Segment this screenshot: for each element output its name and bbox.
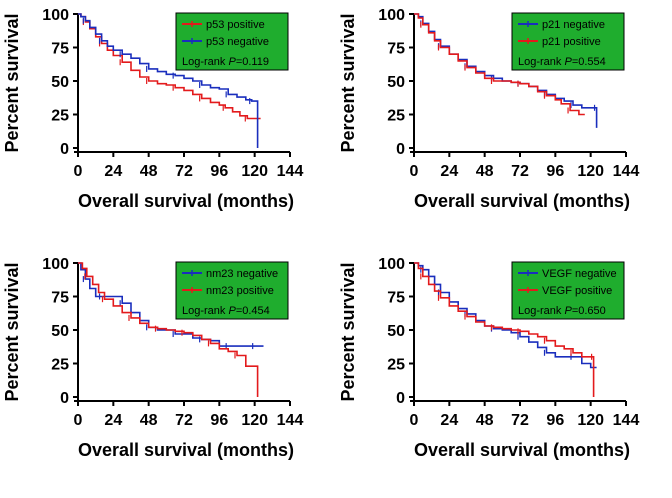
x-tick-label-144: 144 <box>613 163 640 180</box>
p-value: =0.119 <box>236 56 269 68</box>
y-tick-label-100: 100 <box>42 7 69 24</box>
x-tick-label-48: 48 <box>476 163 494 180</box>
logrank-prefix: Log-rank <box>518 305 564 317</box>
y-tick-label-50: 50 <box>387 74 405 91</box>
y-axis-label: Percent survival <box>338 13 358 152</box>
p-value: =0.554 <box>572 56 606 68</box>
km-chart-vegf: 0 25 50 75 100 0 24 48 72 96 120 144 Overall surviva… <box>338 256 640 460</box>
y-tick-label-0: 0 <box>60 390 69 407</box>
p-symbol: P <box>564 56 572 68</box>
logrank-prefix: Log-rank <box>182 305 228 317</box>
y-tick-label-100: 100 <box>378 256 405 273</box>
y-tick-label-75: 75 <box>51 41 69 58</box>
x-tick-label-0: 0 <box>74 412 83 429</box>
legend-label-vegf-positive: VEGF positive <box>542 285 612 297</box>
legend-label-p21-positive: p21 positive <box>542 36 601 48</box>
legend: p21 negative p21 positive Log-rank P=0.554 <box>511 12 625 71</box>
x-tick-label-72: 72 <box>511 163 529 180</box>
y-tick-label-50: 50 <box>387 323 405 340</box>
logrank-label: Log-rank P=0.119 <box>182 56 269 68</box>
logrank-label: Log-rank P=0.454 <box>182 305 270 317</box>
x-tick-label-96: 96 <box>546 412 564 429</box>
x-tick-label-72: 72 <box>511 412 529 429</box>
logrank-label: Log-rank P=0.650 <box>518 305 606 317</box>
legend-label-p21-negative: p21 negative <box>542 19 605 31</box>
x-tick-label-0: 0 <box>410 163 419 180</box>
legend-label-vegf-negative: VEGF negative <box>542 268 617 280</box>
km-chart-nm23: 0 25 50 75 100 0 24 48 72 96 120 144 Overall surviva… <box>2 256 304 460</box>
p-symbol: P <box>228 305 236 317</box>
x-tick-label-120: 120 <box>577 163 604 180</box>
x-axis-label: Overall survival (months) <box>414 191 630 211</box>
y-axis-label: Percent survival <box>338 262 358 401</box>
y-axis-label: Percent survival <box>2 13 22 152</box>
x-tick-label-48: 48 <box>140 163 158 180</box>
y-axis-label: Percent survival <box>2 262 22 401</box>
logrank-prefix: Log-rank <box>182 56 228 68</box>
y-tick-label-100: 100 <box>378 7 405 24</box>
km-curve-p53-negative <box>78 13 259 148</box>
km-curve-p21-positive <box>414 13 585 116</box>
km-curve-vegf-positive <box>414 262 595 397</box>
km-panel-vegf: 0 25 50 75 100 0 24 48 72 96 120 144 Overall surviva… <box>336 249 672 498</box>
x-tick-label-24: 24 <box>104 163 122 180</box>
x-tick-label-144: 144 <box>277 412 304 429</box>
y-tick-label-75: 75 <box>387 290 405 307</box>
p-symbol: P <box>564 305 572 317</box>
x-axis-label: Overall survival (months) <box>78 191 294 211</box>
x-tick-label-72: 72 <box>175 412 193 429</box>
p-value: =0.454 <box>236 305 270 317</box>
x-tick-label-144: 144 <box>613 412 640 429</box>
x-tick-label-24: 24 <box>104 412 122 429</box>
km-curve-nm23-positive <box>78 262 259 397</box>
km-chart-p21: 0 25 50 75 100 0 24 48 72 96 120 144 Overall surviva… <box>338 7 640 211</box>
y-tick-label-25: 25 <box>387 357 405 374</box>
x-tick-label-96: 96 <box>210 163 228 180</box>
x-tick-label-120: 120 <box>241 412 268 429</box>
legend-label-p53-negative: p53 negative <box>206 36 269 48</box>
legend: p53 positive p53 negative Log-rank P=0.119 <box>175 12 289 71</box>
y-tick-label-25: 25 <box>387 108 405 125</box>
y-tick-label-50: 50 <box>51 74 69 91</box>
y-tick-label-0: 0 <box>396 390 405 407</box>
x-tick-label-120: 120 <box>241 163 268 180</box>
legend: nm23 negative nm23 positive Log-rank P=0.4… <box>175 261 289 320</box>
x-axis-label: Overall survival (months) <box>414 440 630 460</box>
p-value: =0.650 <box>572 305 606 317</box>
y-tick-label-50: 50 <box>51 323 69 340</box>
y-tick-label-75: 75 <box>51 290 69 307</box>
km-curve-p53-positive <box>78 13 261 120</box>
x-tick-label-48: 48 <box>476 412 494 429</box>
x-tick-label-120: 120 <box>577 412 604 429</box>
p-symbol: P <box>228 56 236 68</box>
km-panel-nm23: 0 25 50 75 100 0 24 48 72 96 120 144 Overall surviva… <box>0 249 336 498</box>
x-tick-label-96: 96 <box>210 412 228 429</box>
x-tick-label-24: 24 <box>440 163 458 180</box>
legend-label-nm23-positive: nm23 positive <box>206 285 274 297</box>
x-tick-label-72: 72 <box>175 163 193 180</box>
km-panel-p53: 0 25 50 75 100 0 24 48 72 96 120 144 Overall surviva… <box>0 0 336 249</box>
x-tick-label-96: 96 <box>546 163 564 180</box>
x-tick-label-0: 0 <box>410 412 419 429</box>
y-tick-label-25: 25 <box>51 108 69 125</box>
legend: VEGF negative VEGF positive Log-rank P=0.6… <box>511 261 625 320</box>
km-panel-p21: 0 25 50 75 100 0 24 48 72 96 120 144 Overall surviva… <box>336 0 672 249</box>
y-tick-label-75: 75 <box>387 41 405 58</box>
y-tick-label-100: 100 <box>42 256 69 273</box>
x-tick-label-48: 48 <box>140 412 158 429</box>
legend-label-nm23-negative: nm23 negative <box>206 268 278 280</box>
x-axis-label: Overall survival (months) <box>78 440 294 460</box>
x-tick-label-0: 0 <box>74 163 83 180</box>
logrank-prefix: Log-rank <box>518 56 564 68</box>
logrank-label: Log-rank P=0.554 <box>518 56 606 68</box>
y-tick-label-25: 25 <box>51 357 69 374</box>
y-tick-label-0: 0 <box>60 141 69 158</box>
km-chart-p53: 0 25 50 75 100 0 24 48 72 96 120 144 Overall surviva… <box>2 7 304 211</box>
x-tick-label-144: 144 <box>277 163 304 180</box>
y-tick-label-0: 0 <box>396 141 405 158</box>
x-tick-label-24: 24 <box>440 412 458 429</box>
legend-label-p53-positive: p53 positive <box>206 19 265 31</box>
